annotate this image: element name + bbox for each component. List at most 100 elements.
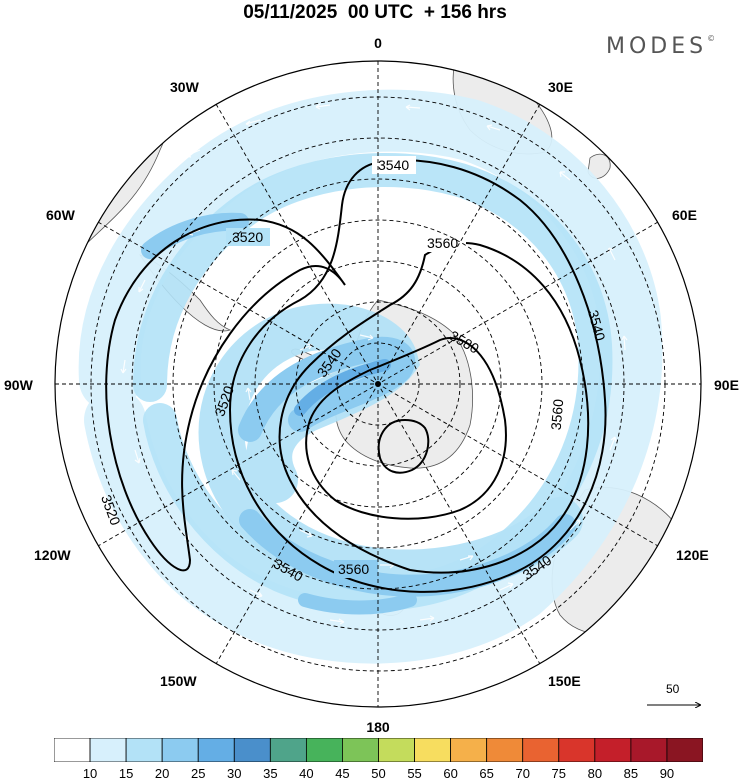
colorbar-tick-label: 90 — [659, 766, 675, 781]
jet-core-southwest — [298, 593, 417, 615]
lon-label-90w: 90W — [4, 377, 34, 393]
colorbar-swatch — [269, 738, 307, 762]
wind-vector — [134, 449, 141, 464]
wind-shading — [78, 89, 663, 664]
wind-vector — [245, 119, 261, 127]
colorbar-swatch — [378, 738, 415, 762]
colorbar-swatch — [450, 738, 488, 762]
contour-label-3560-b: 3560 — [548, 398, 567, 431]
jet-outer-band-mid — [133, 153, 613, 611]
colorbar-swatch — [594, 738, 632, 762]
south-pole-marker — [375, 381, 381, 387]
jet-core-west — [141, 212, 249, 259]
lon-label-30w: 30W — [170, 79, 200, 95]
lon-label-90e: 90E — [714, 377, 739, 393]
colorbar-swatch — [630, 738, 668, 762]
label-bg — [372, 156, 416, 174]
wind-vector — [245, 387, 252, 401]
colorbar-tick-label: 85 — [623, 766, 639, 781]
colorbar-swatch — [161, 738, 199, 762]
colorbar-swatch — [197, 738, 235, 762]
wind-vector — [138, 279, 146, 293]
lon-label-150e: 150E — [548, 673, 581, 689]
colorbar-tick-label: 35 — [263, 766, 278, 781]
colorbar-tick-label: 25 — [190, 766, 206, 781]
contour-label-3560-c: 3560 — [338, 561, 369, 577]
wind-vector — [231, 469, 241, 481]
contour-label-3540-b: 3540 — [585, 308, 609, 342]
wind-vector — [559, 171, 571, 181]
colorbar-tick-label: 15 — [118, 766, 134, 781]
wind-vectors — [120, 103, 628, 625]
colorbar-tick-label: 45 — [335, 766, 350, 781]
colorbar — [54, 738, 703, 762]
contour-3600-low — [377, 418, 430, 474]
map-content: 3520 3520 3520 3540 3540 3540 3540 3540 … — [55, 45, 701, 707]
colorbar-tick-label: 70 — [515, 766, 530, 781]
label-bg — [334, 560, 378, 578]
wind-vector — [499, 582, 514, 591]
colorbar-swatch — [305, 738, 343, 762]
colorbar-swatch — [125, 738, 163, 762]
wind-vector — [120, 359, 127, 374]
lon-label-0: 0 — [374, 35, 382, 51]
contour-labels: 3520 3520 3520 3540 3540 3540 3540 3540 … — [98, 156, 609, 585]
wind-vector — [405, 104, 421, 111]
contour-3520-outer — [250, 45, 370, 60]
wind-vector — [621, 335, 628, 351]
brand-logo: MODES© — [606, 34, 715, 59]
contour-3560 — [278, 242, 590, 574]
contour-3520-west — [105, 218, 346, 572]
wind-vector — [315, 103, 331, 110]
contour-label-3560-a: 3560 — [427, 235, 458, 251]
colorbar-ticks: 10 15 20 25 30 35 40 45 50 55 60 65 70 75 80 85 90 — [0, 766, 750, 782]
colorbar-tick-label: 60 — [443, 766, 458, 781]
colorbar-tick-label: 30 — [227, 766, 242, 781]
longitude-labels: 0 180 90W 90E 30W 60W 120W 150W 30E 60E … — [4, 35, 739, 735]
colorbar-swatch — [233, 738, 271, 762]
contour-label-3520-a: 3520 — [232, 229, 263, 245]
lon-label-30e: 30E — [548, 79, 573, 95]
colorbar-swatch — [558, 738, 596, 762]
wind-vector — [329, 618, 345, 625]
lon-label-180: 180 — [366, 719, 390, 735]
colorbar-tick-label: 10 — [82, 766, 98, 781]
colorbar-swatch — [54, 738, 91, 762]
colorbar-swatch — [89, 738, 127, 762]
map-boundary — [54, 60, 702, 708]
contour-3580 — [305, 336, 507, 520]
label-bg — [422, 234, 466, 252]
colorbar-tick-label: 80 — [587, 766, 603, 781]
lon-label-150w: 150W — [160, 673, 197, 689]
wind-vector — [299, 529, 313, 538]
lon-label-120e: 120E — [676, 547, 709, 563]
label-bg — [226, 228, 270, 246]
colorbar-tick-label: 75 — [551, 766, 566, 781]
map-title: 05/11/2025 00 UTC + 156 hrs — [243, 2, 507, 23]
colorbar-swatch — [414, 738, 452, 762]
colorbar-tick-label: 55 — [407, 766, 422, 781]
colorbar-tick-label: 50 — [371, 766, 386, 781]
lon-label-120w: 120W — [34, 547, 71, 563]
colorbar-swatch — [666, 738, 703, 762]
wind-vector — [419, 615, 435, 622]
wind-vector — [538, 287, 546, 301]
colorbar-tick-label: 65 — [479, 766, 494, 781]
jet-outer-band-light — [78, 89, 663, 664]
brand-mark: © — [707, 34, 716, 43]
colorbar-tick-label: 20 — [154, 766, 170, 781]
vector-scale-label: 50 — [666, 682, 680, 696]
wind-vector — [459, 555, 474, 561]
brand-name: MODES — [606, 34, 708, 59]
wind-vector — [249, 589, 263, 598]
wind-vector — [359, 334, 374, 341]
colorbar-swatch — [342, 738, 379, 762]
lon-label-60w: 60W — [46, 207, 76, 223]
wind-vector — [556, 366, 564, 380]
colorbar-swatch — [486, 738, 524, 762]
jet-core-south — [239, 509, 576, 597]
colorbar-tick-label: 40 — [299, 766, 314, 781]
wind-vector — [185, 149, 201, 158]
jet-core-center — [238, 336, 415, 442]
